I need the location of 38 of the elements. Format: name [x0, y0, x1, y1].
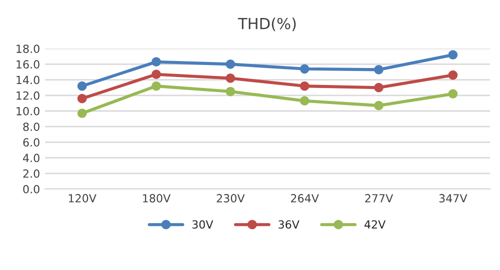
- y-tick-label: 12.0: [16, 91, 40, 100]
- point: [152, 81, 161, 91]
- y-tick-label: 2.0: [23, 169, 40, 178]
- point: [300, 96, 310, 106]
- x-tick-label: 347V: [439, 194, 468, 202]
- x-tick-label: 120V: [68, 194, 96, 202]
- y-tick-label: 8.0: [23, 122, 40, 131]
- y-tick-label: 10.0: [16, 106, 40, 116]
- point: [77, 81, 87, 91]
- x-tick-label: 277V: [365, 194, 394, 202]
- point: [448, 89, 458, 99]
- legend-label: 42V: [364, 220, 386, 229]
- legend-label: 36V: [278, 220, 300, 229]
- point: [300, 81, 310, 91]
- x-tick-label: 180V: [143, 194, 171, 202]
- y-tick-label: 6.0: [23, 138, 40, 147]
- legend-label: 30V: [192, 220, 214, 229]
- y-tick-label: 14.0: [16, 76, 40, 84]
- point: [77, 94, 87, 104]
- point: [152, 70, 161, 80]
- point: [77, 108, 87, 118]
- y-tick-label: 18.0: [16, 44, 40, 53]
- point: [374, 100, 384, 110]
- point: [300, 64, 310, 74]
- point: [226, 74, 236, 83]
- point: [374, 64, 384, 74]
- y-tick-label: 16.0: [16, 60, 40, 69]
- y-tick-label: 4.0: [23, 154, 40, 162]
- x-tick-label: 264V: [290, 194, 319, 202]
- point: [226, 86, 236, 96]
- point: [226, 60, 236, 69]
- y-tick-label: 0.0: [23, 184, 40, 194]
- point: [448, 50, 458, 60]
- point: [374, 82, 384, 92]
- point: [152, 57, 161, 67]
- chart-title: THD(%): [238, 18, 296, 32]
- x-tick-label: 230V: [216, 194, 245, 202]
- point: [448, 70, 458, 80]
